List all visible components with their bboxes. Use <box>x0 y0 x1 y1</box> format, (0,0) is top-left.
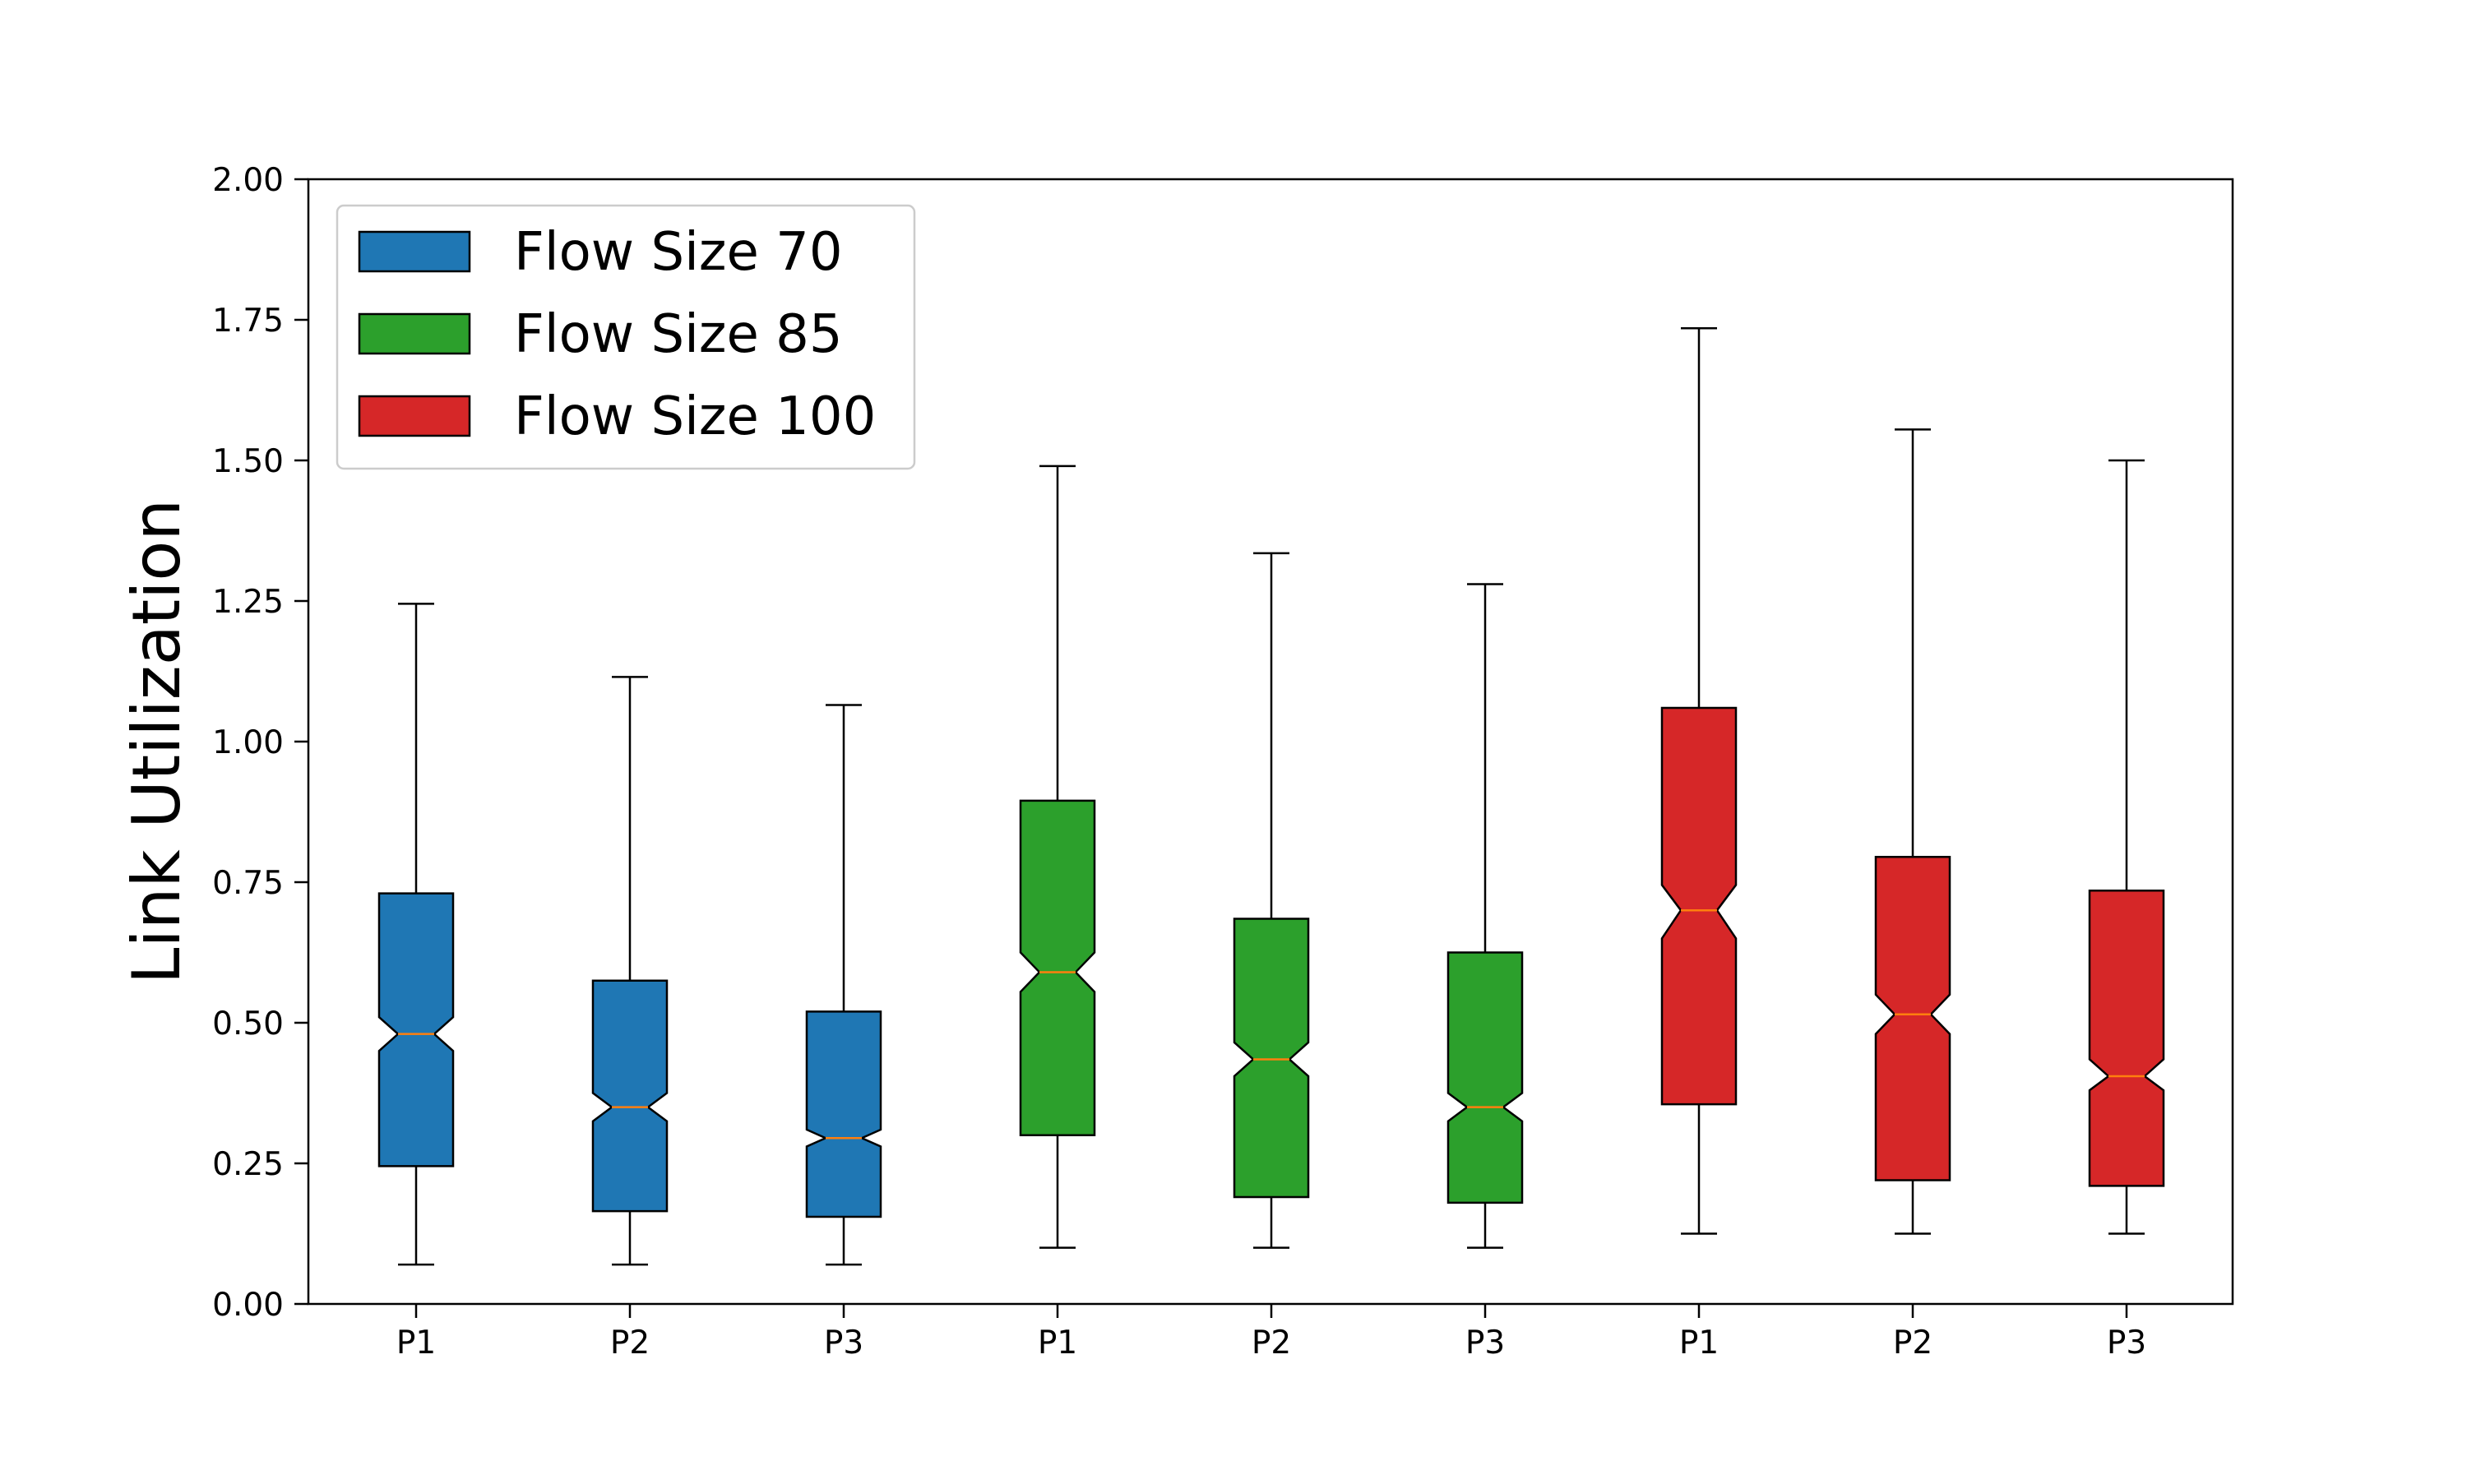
legend-item: Flow Size 70 <box>358 222 843 283</box>
legend-frame <box>336 204 916 470</box>
y-tick-label: 0.25 <box>212 1146 284 1183</box>
y-axis-label: Link Utilization <box>118 499 195 984</box>
box-group <box>1233 552 1310 1249</box>
x-tick-label: P1 <box>1679 1325 1719 1361</box>
box-group <box>591 676 669 1266</box>
legend-swatch <box>358 312 471 355</box>
x-axis: P1 P2 P3 P1 P2 P3 P1 P2 P3 <box>396 1304 2146 1361</box>
box-group <box>1446 583 1524 1249</box>
box-group <box>1019 465 1096 1249</box>
y-tick-label: 0.50 <box>212 1006 284 1042</box>
legend-swatch <box>358 230 471 273</box>
box-group <box>1874 428 1951 1235</box>
box-body <box>1660 706 1738 1106</box>
box-body <box>377 892 455 1167</box>
box-body <box>1446 951 1524 1204</box>
legend-item: Flow Size 100 <box>358 386 876 447</box>
legend-item: Flow Size 85 <box>358 304 843 365</box>
x-tick-label: P2 <box>1893 1325 1932 1361</box>
box-group <box>2088 459 2165 1235</box>
x-tick-label: P2 <box>610 1325 650 1361</box>
legend-label: Flow Size 85 <box>514 304 843 365</box>
y-tick-label: 0.00 <box>212 1287 284 1324</box>
y-tick-label: 2.00 <box>212 162 284 199</box>
legend-label: Flow Size 70 <box>514 222 843 283</box>
x-tick-label: P1 <box>1038 1325 1077 1361</box>
x-tick-label: P3 <box>1465 1325 1505 1361</box>
y-tick-label: 1.50 <box>212 443 284 480</box>
box-group <box>1660 327 1738 1235</box>
box-body <box>1874 855 1951 1181</box>
y-tick-label: 1.25 <box>212 584 284 621</box>
x-tick-label: P2 <box>1252 1325 1291 1361</box>
legend-label: Flow Size 100 <box>514 386 876 447</box>
y-tick-label: 1.00 <box>212 724 284 761</box>
x-tick-label: P1 <box>396 1325 436 1361</box>
legend: Flow Size 70 Flow Size 85 Flow Size 100 <box>336 204 916 470</box>
y-axis: 0.00 0.25 0.50 0.75 1.00 1.25 1.50 1.75 2.00 <box>212 162 308 1324</box>
x-tick-label: P3 <box>2107 1325 2146 1361</box>
box-group <box>377 603 455 1266</box>
box-body <box>1019 799 1096 1137</box>
box-body <box>805 1010 882 1218</box>
y-tick-label: 0.75 <box>212 865 284 902</box>
y-tick-label: 1.75 <box>212 303 284 340</box>
box-body <box>1233 918 1310 1199</box>
legend-swatch <box>358 395 471 437</box>
box-body <box>591 979 669 1213</box>
x-tick-label: P3 <box>824 1325 863 1361</box>
box-group <box>805 704 882 1266</box>
boxes-layer <box>377 327 2165 1266</box>
box-body <box>2088 890 2165 1187</box>
